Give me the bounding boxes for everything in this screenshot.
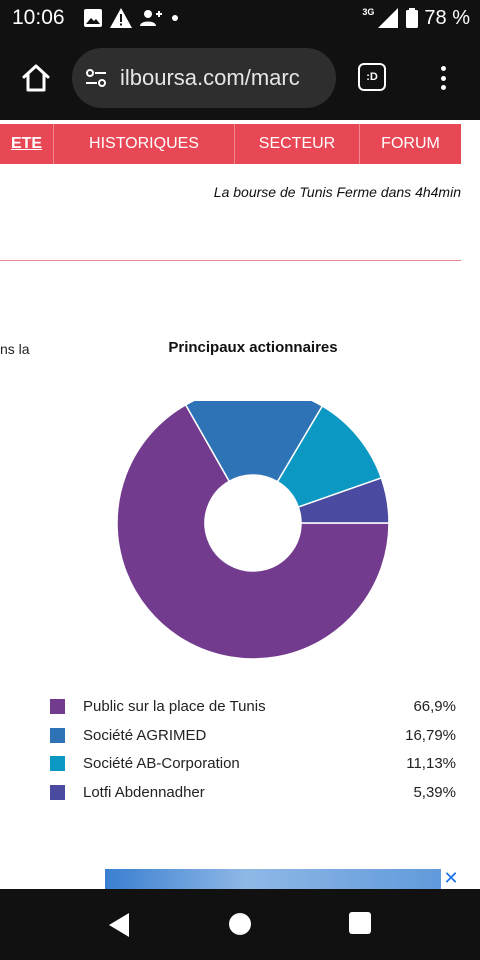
ad-close-icon[interactable]: ✕: [441, 869, 461, 889]
donut-slice[interactable]: [116, 403, 390, 660]
home-button-icon[interactable]: [229, 913, 251, 935]
warning-icon: [110, 8, 132, 28]
legend-item[interactable]: Société AGRIMED 16,79%: [50, 726, 456, 755]
tab-forum[interactable]: FORUM: [381, 135, 440, 152]
legend-label: Société AGRIMED: [83, 726, 207, 744]
tab-secteur[interactable]: SECTEUR: [235, 124, 360, 164]
system-navigation-bar: [0, 889, 480, 960]
url-text[interactable]: ilboursa.com/marc: [120, 65, 300, 90]
donut-slice[interactable]: [184, 401, 324, 483]
legend-label: Lotfi Abdennadher: [83, 783, 205, 801]
tab-ete[interactable]: ETE: [0, 124, 54, 164]
page-nav-tabs: ETE HISTORIQUES SECTEUR FORUM: [0, 124, 461, 164]
legend-value: 16,79%: [405, 726, 456, 744]
chart-legend: Public sur la place de Tunis 66,9% Société…: [50, 697, 456, 811]
status-time: 10:06: [12, 6, 65, 29]
dot-icon: [172, 15, 178, 21]
legend-item[interactable]: Public sur la place de Tunis 66,9%: [50, 697, 456, 726]
legend-value: 5,39%: [413, 783, 456, 801]
address-bar[interactable]: ilboursa.com/marc: [72, 48, 336, 108]
status-bar: 10:06 3G 78 %: [0, 0, 480, 36]
battery-level: 78 %: [424, 6, 470, 29]
legend-swatch: [50, 756, 65, 771]
legend-label: Société AB-Corporation: [83, 755, 240, 772]
more-options-icon[interactable]: [436, 64, 450, 92]
legend-value: 66,9%: [413, 698, 456, 715]
cropped-paragraph-text: ns la: [0, 341, 30, 357]
battery-icon: [406, 8, 419, 28]
person-add-icon: [140, 10, 162, 26]
system-icons: 3G 78 %: [362, 6, 470, 30]
legend-swatch: [50, 784, 65, 800]
recent-apps-icon[interactable]: [349, 912, 371, 934]
image-icon: [84, 9, 102, 27]
legend-swatch: [50, 727, 65, 743]
notification-icons: [84, 8, 180, 28]
network-type: 3G: [362, 7, 375, 17]
chart-title: Principaux actionnaires: [168, 339, 338, 356]
back-icon[interactable]: [107, 912, 131, 938]
tab-switcher-button[interactable]: :D: [358, 63, 386, 91]
site-settings-icon[interactable]: [84, 66, 108, 90]
donut-slice[interactable]: [297, 476, 390, 524]
ad-banner[interactable]: ✕: [105, 869, 461, 889]
section-divider: [0, 260, 461, 261]
legend-label: Public sur la place de Tunis: [83, 698, 266, 715]
tab-historiques[interactable]: HISTORIQUES: [54, 124, 235, 164]
market-status-text: La bourse de Tunis Ferme dans 4h4min: [213, 184, 461, 200]
home-icon[interactable]: [20, 62, 52, 94]
legend-swatch: [50, 699, 65, 714]
shareholders-donut-chart: [116, 401, 390, 660]
legend-value: 11,13%: [406, 755, 456, 772]
legend-item[interactable]: Société AB-Corporation 11,13%: [50, 754, 456, 783]
legend-item[interactable]: Lotfi Abdennadher 5,39%: [50, 783, 456, 812]
browser-toolbar: ilboursa.com/marc :D: [0, 36, 480, 120]
signal-icon: [378, 8, 399, 28]
